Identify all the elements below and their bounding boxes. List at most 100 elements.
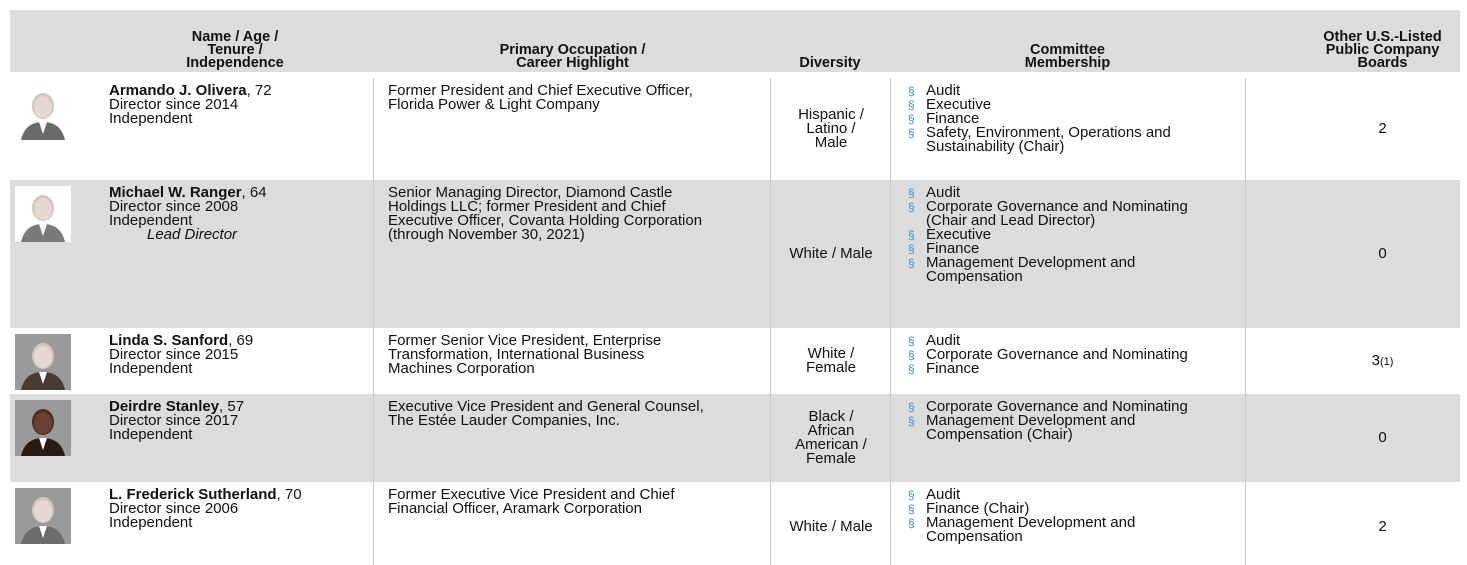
committee-text: Compensation (Chair) <box>908 427 1188 442</box>
occupation-text: Executive Officer, Covanta Holding Corpo… <box>388 212 703 229</box>
committee-name: Finance <box>926 360 980 377</box>
header-cell: Other U.S.-Listed Public Company Boards <box>1300 10 1465 71</box>
column-separator <box>890 482 891 565</box>
photo <box>15 488 71 544</box>
occupation-text: Executive Vice President and General Cou… <box>388 398 704 415</box>
committee-text: § Executive <box>908 227 1188 242</box>
boards-count: 3 <box>1371 351 1380 369</box>
committee-text: § Audit <box>908 185 1188 200</box>
committee-item: § Finance <box>908 360 1188 377</box>
director-age: , 72 <box>246 82 272 99</box>
boards-cell: 2 <box>1300 78 1465 180</box>
committee-item: § Finance <box>908 110 1171 127</box>
committee-item: § Audit <box>908 487 1135 502</box>
column-separator <box>1245 180 1246 328</box>
column-separator <box>373 78 374 180</box>
committee-name: Finance (Chair) <box>926 500 1030 517</box>
bullet: § <box>908 348 915 362</box>
name-line: L. Frederick Sutherland, 70 <box>109 487 302 502</box>
director-independence: Independent <box>109 110 193 127</box>
diversity-text: African <box>807 422 855 439</box>
column-separator <box>890 180 891 328</box>
committee-item: § Executive <box>908 227 1188 242</box>
committee-cell: § Audit § Corporate Governance and Nominati… <box>908 185 1188 284</box>
diversity-text: Latino / <box>806 120 856 137</box>
name-cell: Deirdre Stanley, 57 Director since 2017 In… <box>109 398 244 442</box>
occupation-text: Transformation, International Business <box>388 346 645 363</box>
occupation-cell: Former President and Chief Executive Off… <box>388 83 693 112</box>
diversity-cell: White / Female <box>772 328 890 394</box>
column-separator <box>373 482 374 565</box>
header-text: Tenure / <box>207 42 263 58</box>
committee-name: Corporate Governance and Nominating <box>926 346 1188 363</box>
director-name: Linda S. Sanford <box>109 332 229 349</box>
committee-name: Finance <box>926 110 980 127</box>
occupation-text: Senior Managing Director, Diamond Castle <box>388 184 673 201</box>
director-tenure: Director since 2014 <box>109 96 239 113</box>
boards-cell: 0 <box>1300 394 1465 482</box>
committee-name: Compensation <box>926 528 1023 545</box>
boards-line: 2 <box>1378 519 1386 534</box>
committee-text: § Executive <box>908 97 1171 112</box>
diversity-text: Female <box>805 450 857 467</box>
occupation-text: Former Senior Vice President, Enterprise <box>388 332 662 349</box>
diversity-text: White / Male <box>789 245 873 262</box>
committee-name: Management Development and <box>926 514 1136 531</box>
director-independence: Independent <box>109 514 193 531</box>
committee-item: § Corporate Governance and Nominating <box>908 399 1188 414</box>
committee-name: Sustainability (Chair) <box>926 138 1065 155</box>
diversity-text: American / <box>795 436 867 453</box>
bullet: § <box>908 112 915 126</box>
director-name: Deirdre Stanley <box>109 398 220 415</box>
boards-cell: 2 <box>1300 482 1465 565</box>
committee-text: (Chair and Lead Director) <box>908 212 1188 229</box>
committee-name: Safety, Environment, Operations and <box>926 124 1171 141</box>
diversity-cell: Black / African American / Female <box>772 394 890 482</box>
director-name: Armando J. Olivera <box>109 82 247 99</box>
committee-item: § Executive <box>908 97 1171 112</box>
committee-text: § Corporate Governance and Nominating <box>908 198 1188 215</box>
bullet: § <box>908 256 915 270</box>
committee-text: § Finance (Chair) <box>908 500 1135 517</box>
diversity-cell: White / Male <box>772 180 890 328</box>
committee-item: § Management Development and Compensation … <box>908 413 1188 442</box>
boards-cell: 0 <box>1300 180 1465 328</box>
bullet: § <box>908 502 915 516</box>
header-text: Other U.S.-Listed <box>1323 29 1442 45</box>
committee-cell: § Audit § Executive § Finance § Safety, Environ… <box>908 83 1171 155</box>
director-age: , 64 <box>241 184 267 201</box>
column-separator <box>373 394 374 482</box>
header-cell: Diversity <box>770 10 890 71</box>
committee-text: § Safety, Environment, Operations and <box>908 124 1171 141</box>
committee-item: § Corporate Governance and Nominating (Cha… <box>908 198 1188 229</box>
committee-item: § Management Development and Compensation <box>908 514 1136 545</box>
director-tenure: Director since 2017 <box>109 412 239 429</box>
column-separator <box>1245 482 1246 565</box>
header-text: Diversity <box>799 55 861 71</box>
column-separator <box>373 180 374 328</box>
committee-name: Corporate Governance and Nominating <box>926 198 1188 215</box>
committee-name: (Chair and Lead Director) <box>926 212 1096 229</box>
committee-name: Audit <box>926 332 961 349</box>
director-tenure: Director since 2008 <box>109 198 239 215</box>
header-text: Name / Age / <box>191 29 279 45</box>
committee-item: § Finance <box>908 241 1188 256</box>
name-line: Linda S. Sanford, 69 <box>109 332 254 349</box>
boards-count: 2 <box>1378 120 1387 137</box>
committee-item: § Audit <box>908 83 1171 98</box>
occupation-text: (through November 30, 2021) <box>388 226 585 243</box>
diversity-text: Male <box>814 134 848 151</box>
director-age: , 69 <box>228 332 254 349</box>
director-row: L. Frederick Sutherland, 70 Director sinc… <box>10 482 1460 565</box>
column-separator <box>770 394 771 482</box>
committee-text: § Finance <box>908 360 1188 377</box>
bullet: § <box>908 228 915 242</box>
occupation-cell: Former Senior Vice President, Enterprise… <box>388 332 662 376</box>
name-cell: Armando J. Olivera, 72 Director since 201… <box>109 82 272 127</box>
bullet: § <box>908 242 915 256</box>
committee-item: § Management Development and Compensation <box>908 255 1188 284</box>
name-line: Michael W. Ranger, 64 <box>109 184 267 201</box>
boards-count: 0 <box>1378 245 1387 262</box>
header-cell: Name / Age / Tenure / Independence <box>97 10 373 71</box>
column-separator <box>890 78 891 180</box>
